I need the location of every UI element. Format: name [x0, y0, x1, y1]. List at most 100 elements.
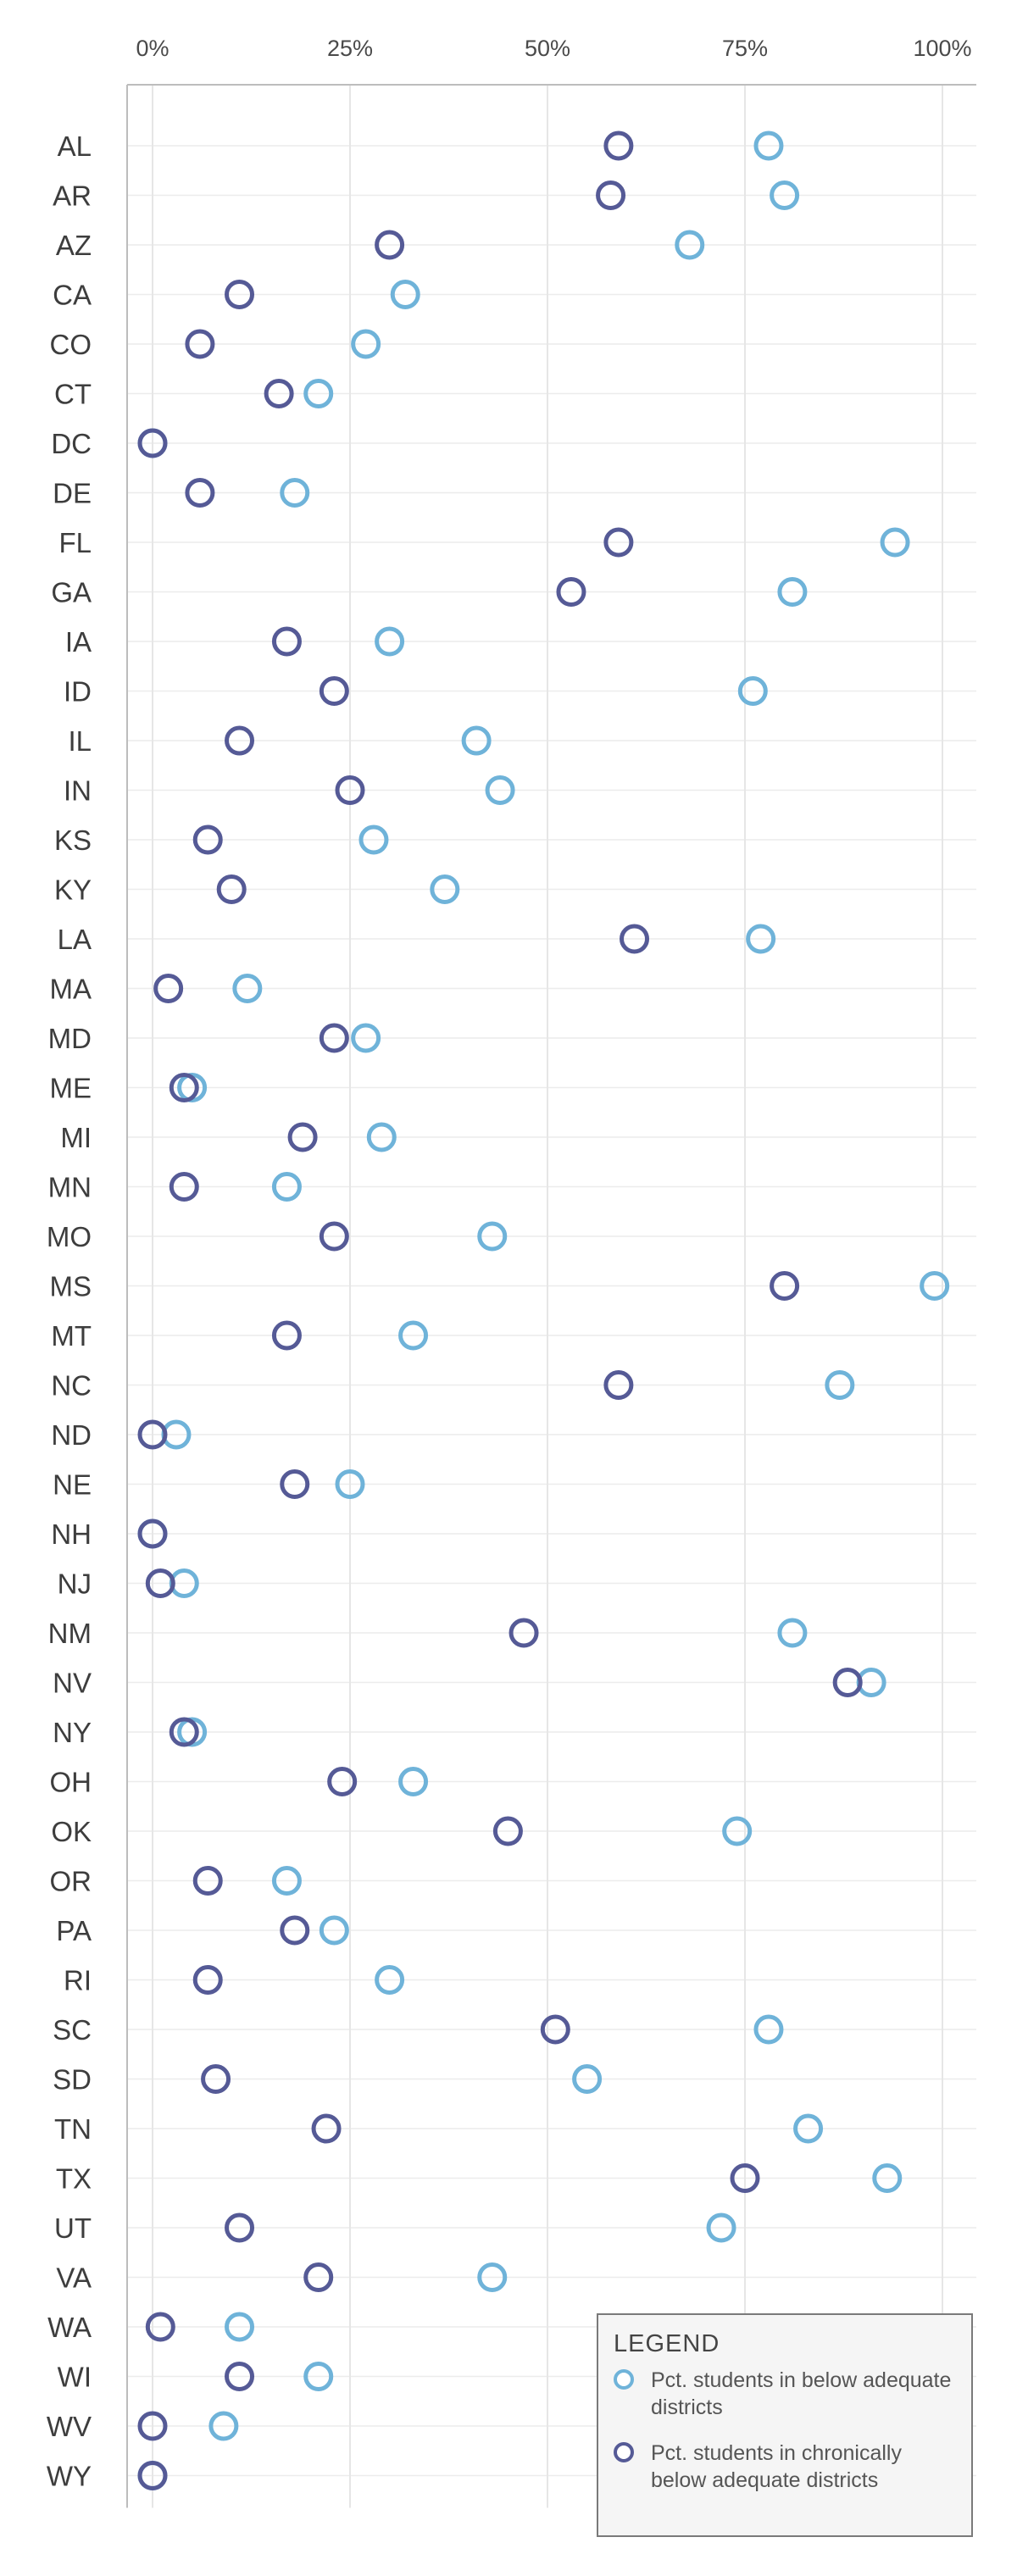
point-chronically-below-adequate: [508, 1618, 539, 1648]
point-chronically-below-adequate: [201, 2064, 231, 2094]
point-chronically-below-adequate: [319, 1221, 349, 1252]
point-below-adequate: [770, 180, 800, 210]
point-chronically-below-adequate: [271, 1320, 302, 1351]
y-tick-label: CT: [54, 379, 92, 410]
point-below-adequate: [706, 2212, 736, 2243]
point-below-adequate: [303, 2362, 334, 2391]
point-below-adequate: [225, 2312, 255, 2342]
point-below-adequate: [920, 1271, 950, 1301]
y-tick-label: OH: [50, 1767, 92, 1798]
point-chronically-below-adequate: [137, 1518, 168, 1549]
point-below-adequate: [777, 1618, 808, 1648]
point-chronically-below-adequate: [603, 1370, 634, 1400]
point-chronically-below-adequate: [225, 2212, 255, 2243]
point-chronically-below-adequate: [137, 428, 168, 458]
point-chronically-below-adequate: [303, 2262, 334, 2292]
y-tick-label: LA: [58, 924, 92, 955]
point-chronically-below-adequate: [216, 874, 247, 904]
y-tick-label: NM: [48, 1618, 92, 1649]
point-below-adequate: [777, 577, 808, 607]
y-tick-label: MN: [48, 1172, 92, 1203]
point-chronically-below-adequate: [145, 2312, 175, 2342]
y-tick-label: ME: [50, 1073, 92, 1104]
point-below-adequate: [375, 1965, 405, 1995]
point-chronically-below-adequate: [137, 1419, 168, 1450]
point-below-adequate: [177, 1717, 208, 1747]
point-below-adequate: [351, 329, 381, 359]
point-chronically-below-adequate: [603, 527, 634, 558]
point-below-adequate: [335, 1469, 365, 1499]
point-chronically-below-adequate: [280, 1915, 310, 1946]
legend-title: LEGEND: [614, 2330, 720, 2357]
point-chronically-below-adequate: [271, 626, 302, 657]
y-tick-label: FL: [58, 527, 92, 558]
point-below-adequate: [477, 2262, 508, 2292]
y-tick-label: NY: [53, 1717, 92, 1748]
point-chronically-below-adequate: [556, 577, 586, 607]
x-tick-label: 100%: [913, 36, 971, 61]
y-tick-label: MI: [60, 1122, 92, 1153]
point-below-adequate: [358, 824, 389, 855]
y-tick-label: KY: [54, 874, 92, 906]
y-tick-label: MT: [51, 1320, 92, 1352]
point-chronically-below-adequate: [319, 1023, 349, 1053]
point-chronically-below-adequate: [169, 1172, 199, 1202]
y-tick-label: CO: [50, 329, 92, 360]
y-tick-label: WI: [58, 2362, 92, 2393]
point-chronically-below-adequate: [603, 130, 634, 161]
legend: LEGEND Pct. students in below adequate d…: [597, 2313, 973, 2537]
y-tick-label: TX: [56, 2163, 92, 2195]
point-below-adequate: [303, 379, 334, 408]
y-tick-label: CA: [53, 280, 92, 311]
point-below-adequate: [461, 725, 492, 756]
y-tick-label: AZ: [56, 230, 92, 261]
y-tick-label: NE: [53, 1469, 92, 1501]
point-below-adequate: [232, 974, 263, 1003]
point-below-adequate: [319, 1915, 349, 1946]
point-below-adequate: [390, 280, 420, 309]
point-chronically-below-adequate: [335, 775, 365, 805]
point-below-adequate: [177, 1073, 208, 1102]
legend-label: Pct. students in chronically below adequ…: [651, 2441, 902, 2492]
legend-marker-light-blue-circle: [614, 2369, 634, 2390]
point-chronically-below-adequate: [540, 2014, 570, 2045]
point-chronically-below-adequate: [225, 2362, 255, 2391]
point-chronically-below-adequate: [264, 379, 294, 408]
y-tick-label: GA: [51, 577, 92, 608]
y-tick-label: RI: [64, 1965, 92, 1996]
point-below-adequate: [398, 1767, 429, 1796]
y-tick-label: WA: [47, 2312, 92, 2343]
point-below-adequate: [477, 1221, 508, 1252]
point-below-adequate: [753, 130, 784, 161]
y-tick-label: UT: [54, 2212, 92, 2244]
y-tick-label: VA: [56, 2262, 92, 2294]
point-chronically-below-adequate: [137, 2461, 168, 2490]
legend-label: Pct. students in below adequate district…: [651, 2368, 952, 2419]
point-below-adequate: [872, 2163, 903, 2193]
y-tick-label: KS: [54, 824, 92, 856]
y-tick-label: SC: [53, 2014, 92, 2046]
y-tick-label: MA: [50, 974, 92, 1005]
point-chronically-below-adequate: [492, 1816, 523, 1846]
point-chronically-below-adequate: [225, 725, 255, 756]
y-tick-label: NH: [51, 1518, 92, 1550]
point-chronically-below-adequate: [185, 329, 215, 359]
point-chronically-below-adequate: [169, 1073, 199, 1102]
point-below-adequate: [430, 874, 460, 904]
point-below-adequate: [753, 2014, 784, 2045]
point-chronically-below-adequate: [287, 1122, 318, 1152]
point-chronically-below-adequate: [832, 1668, 863, 1697]
y-tick-label: AL: [58, 130, 92, 162]
y-tick-label: AR: [53, 180, 92, 212]
y-tick-label: SD: [53, 2064, 92, 2096]
point-chronically-below-adequate: [192, 1866, 223, 1896]
y-tick-label: DC: [51, 428, 92, 459]
point-chronically-below-adequate: [596, 180, 626, 210]
y-tick-label: IL: [68, 725, 92, 757]
point-chronically-below-adequate: [169, 1717, 199, 1747]
point-below-adequate: [208, 2411, 239, 2441]
legend-item-chronically-below-adequate: Pct. students in chronically below adequ…: [614, 2440, 956, 2494]
y-tick-label: PA: [56, 1915, 92, 1946]
